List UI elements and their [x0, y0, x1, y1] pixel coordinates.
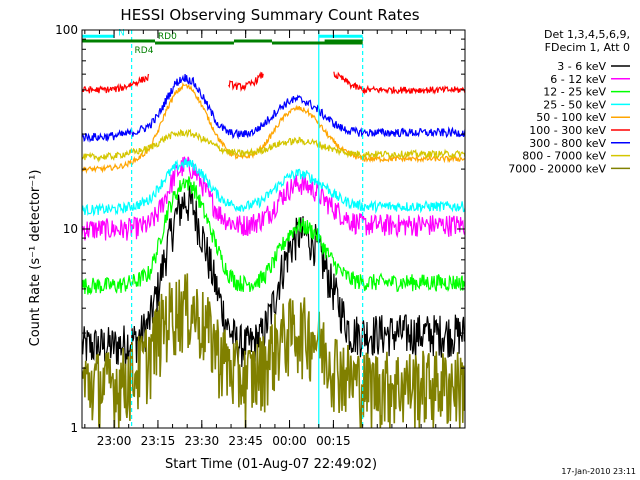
x-tick-label-6: 00:15 — [316, 434, 351, 448]
axes: 23:00 23:15 23:30 23:45 00:00 00:15 1 10 100 — [55, 23, 466, 448]
x-axis-label: Start Time (01-Aug-07 22:49:02) — [165, 457, 377, 472]
x-tick-label-4: 23:45 — [228, 434, 263, 448]
x-tick-label-2: 23:15 — [141, 434, 176, 448]
series-line-7 — [82, 74, 465, 143]
legend-label-7: 300 - 800 keV — [529, 137, 606, 150]
series-line-9 — [82, 273, 465, 428]
series-line-4 — [82, 158, 465, 217]
legend-label-2: 6 - 12 keV — [550, 73, 606, 86]
x-tick-label-5: 00:00 — [272, 434, 307, 448]
legend-label-5: 50 - 100 keV — [536, 111, 606, 124]
plot-area: N RD0 RD4 23:00 23:15 23:30 23:45 00:00 00:15 1 10… — [55, 23, 466, 448]
legend-label-8: 800 - 7000 keV — [522, 150, 606, 163]
annotation-rd4-label: RD4 — [135, 46, 154, 56]
series-line-2 — [82, 156, 465, 241]
chart-title: HESSI Observing Summary Count Rates — [120, 6, 419, 24]
legend-label-6: 100 - 300 keV — [529, 124, 606, 137]
annotation-n-label: N — [118, 28, 125, 38]
y-tick-label-1: 1 — [70, 421, 78, 435]
y-tick-label-3: 100 — [55, 23, 78, 37]
plot-data — [82, 30, 465, 428]
series-line-8 — [82, 128, 465, 163]
legend-label-1: 3 - 6 keV — [557, 60, 606, 73]
legend-title-line-1: Det 1,3,4,5,6,9, — [544, 28, 630, 41]
series-line-3 — [82, 176, 465, 296]
y-axis-label: Count Rate (s⁻¹ detector⁻¹) — [28, 170, 43, 347]
series-line-6 — [82, 71, 465, 95]
x-tick-label-1: 23:00 — [97, 434, 132, 448]
footer-date: 17-Jan-2010 23:11 — [561, 467, 636, 476]
legend-label-9: 7000 - 20000 keV — [508, 162, 606, 175]
legend-label-4: 25 - 50 keV — [543, 98, 606, 111]
legend-label-3: 12 - 25 keV — [543, 86, 606, 99]
annotation-rd0-label: RD0 — [158, 32, 177, 42]
legend: Det 1,3,4,5,6,9,FDecim 1, Att 0 3 - 6 keV… — [508, 28, 630, 175]
x-tick-label-3: 23:30 — [185, 434, 220, 448]
y-tick-label-2: 10 — [63, 222, 78, 236]
legend-title-line-2: FDecim 1, Att 0 — [545, 41, 630, 54]
